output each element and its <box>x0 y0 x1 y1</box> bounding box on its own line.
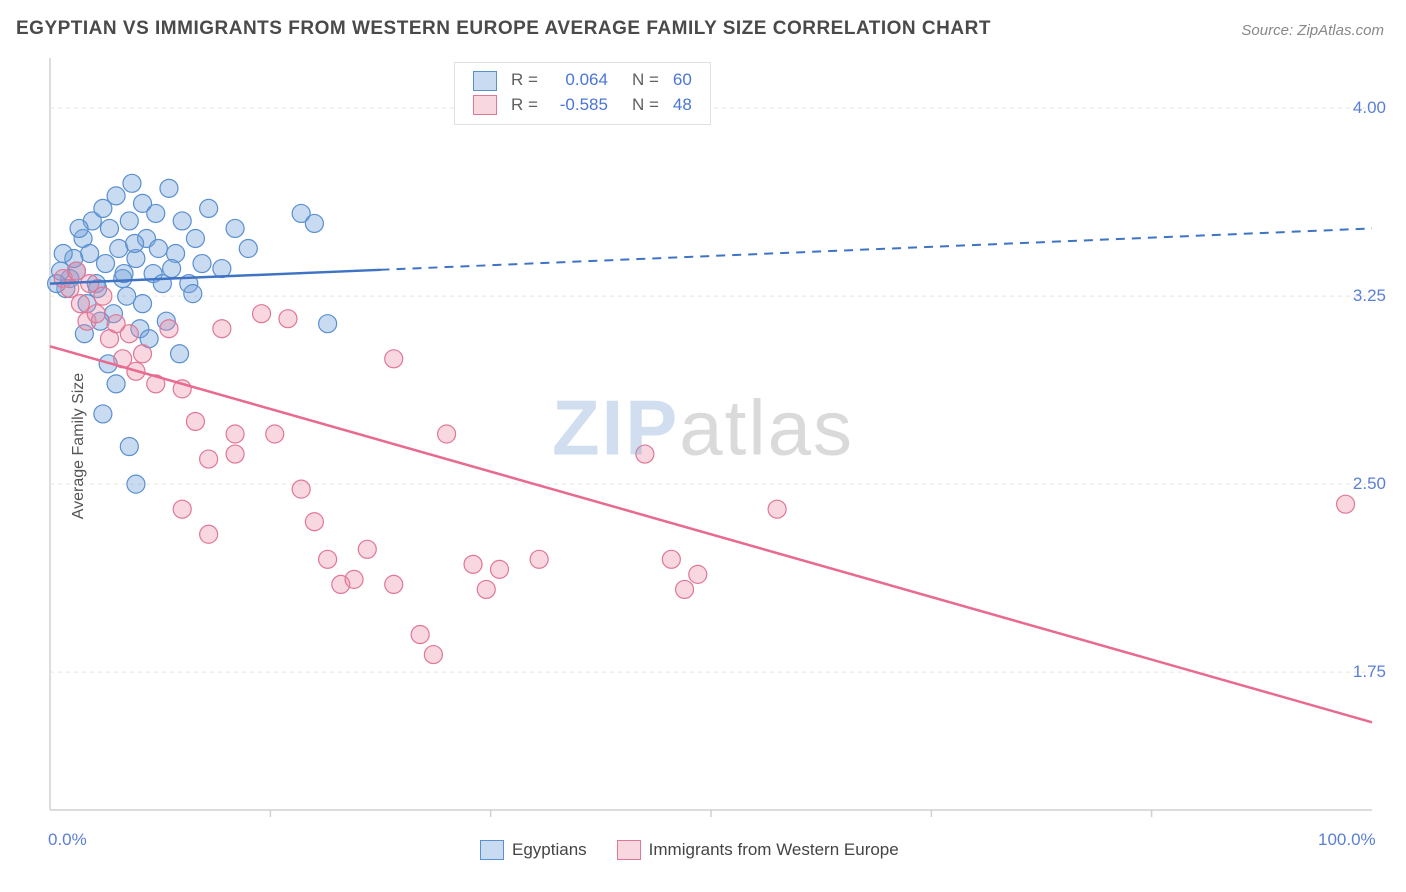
legend-r-label: R = <box>505 69 544 92</box>
x-tick-label: 0.0% <box>48 830 87 850</box>
legend-r-value: 0.064 <box>546 69 614 92</box>
legend-n-label: N = <box>616 69 665 92</box>
x-tick-label: 100.0% <box>1318 830 1376 850</box>
series-legend-item: Egyptians <box>480 840 587 860</box>
legend-swatch <box>473 71 497 91</box>
legend-n-value: 48 <box>667 94 698 117</box>
series-legend-label: Immigrants from Western Europe <box>649 840 899 860</box>
y-tick-label: 3.25 <box>1353 286 1386 306</box>
y-tick-label: 1.75 <box>1353 662 1386 682</box>
scatter-plot <box>0 0 1406 892</box>
y-axis-label: Average Family Size <box>70 373 88 519</box>
legend-r-value: -0.585 <box>546 94 614 117</box>
legend-n-value: 60 <box>667 69 698 92</box>
legend-n-label: N = <box>616 94 665 117</box>
y-tick-label: 4.00 <box>1353 98 1386 118</box>
series-legend-item: Immigrants from Western Europe <box>617 840 899 860</box>
legend-row: R =-0.585N =48 <box>467 94 698 117</box>
source-name: ZipAtlas.com <box>1297 22 1384 39</box>
source-attribution: Source: ZipAtlas.com <box>1241 22 1384 39</box>
chart-title: EGYPTIAN VS IMMIGRANTS FROM WESTERN EURO… <box>16 18 991 40</box>
correlation-legend: R =0.064N =60R =-0.585N =48 <box>454 62 711 125</box>
series-legend-label: Egyptians <box>512 840 587 860</box>
legend-swatch <box>617 840 641 860</box>
legend-row: R =0.064N =60 <box>467 69 698 92</box>
source-prefix: Source: <box>1241 22 1297 39</box>
legend-r-label: R = <box>505 94 544 117</box>
series-legend: Egyptians Immigrants from Western Europe <box>480 840 899 860</box>
y-tick-label: 2.50 <box>1353 474 1386 494</box>
legend-swatch <box>473 95 497 115</box>
legend-swatch <box>480 840 504 860</box>
